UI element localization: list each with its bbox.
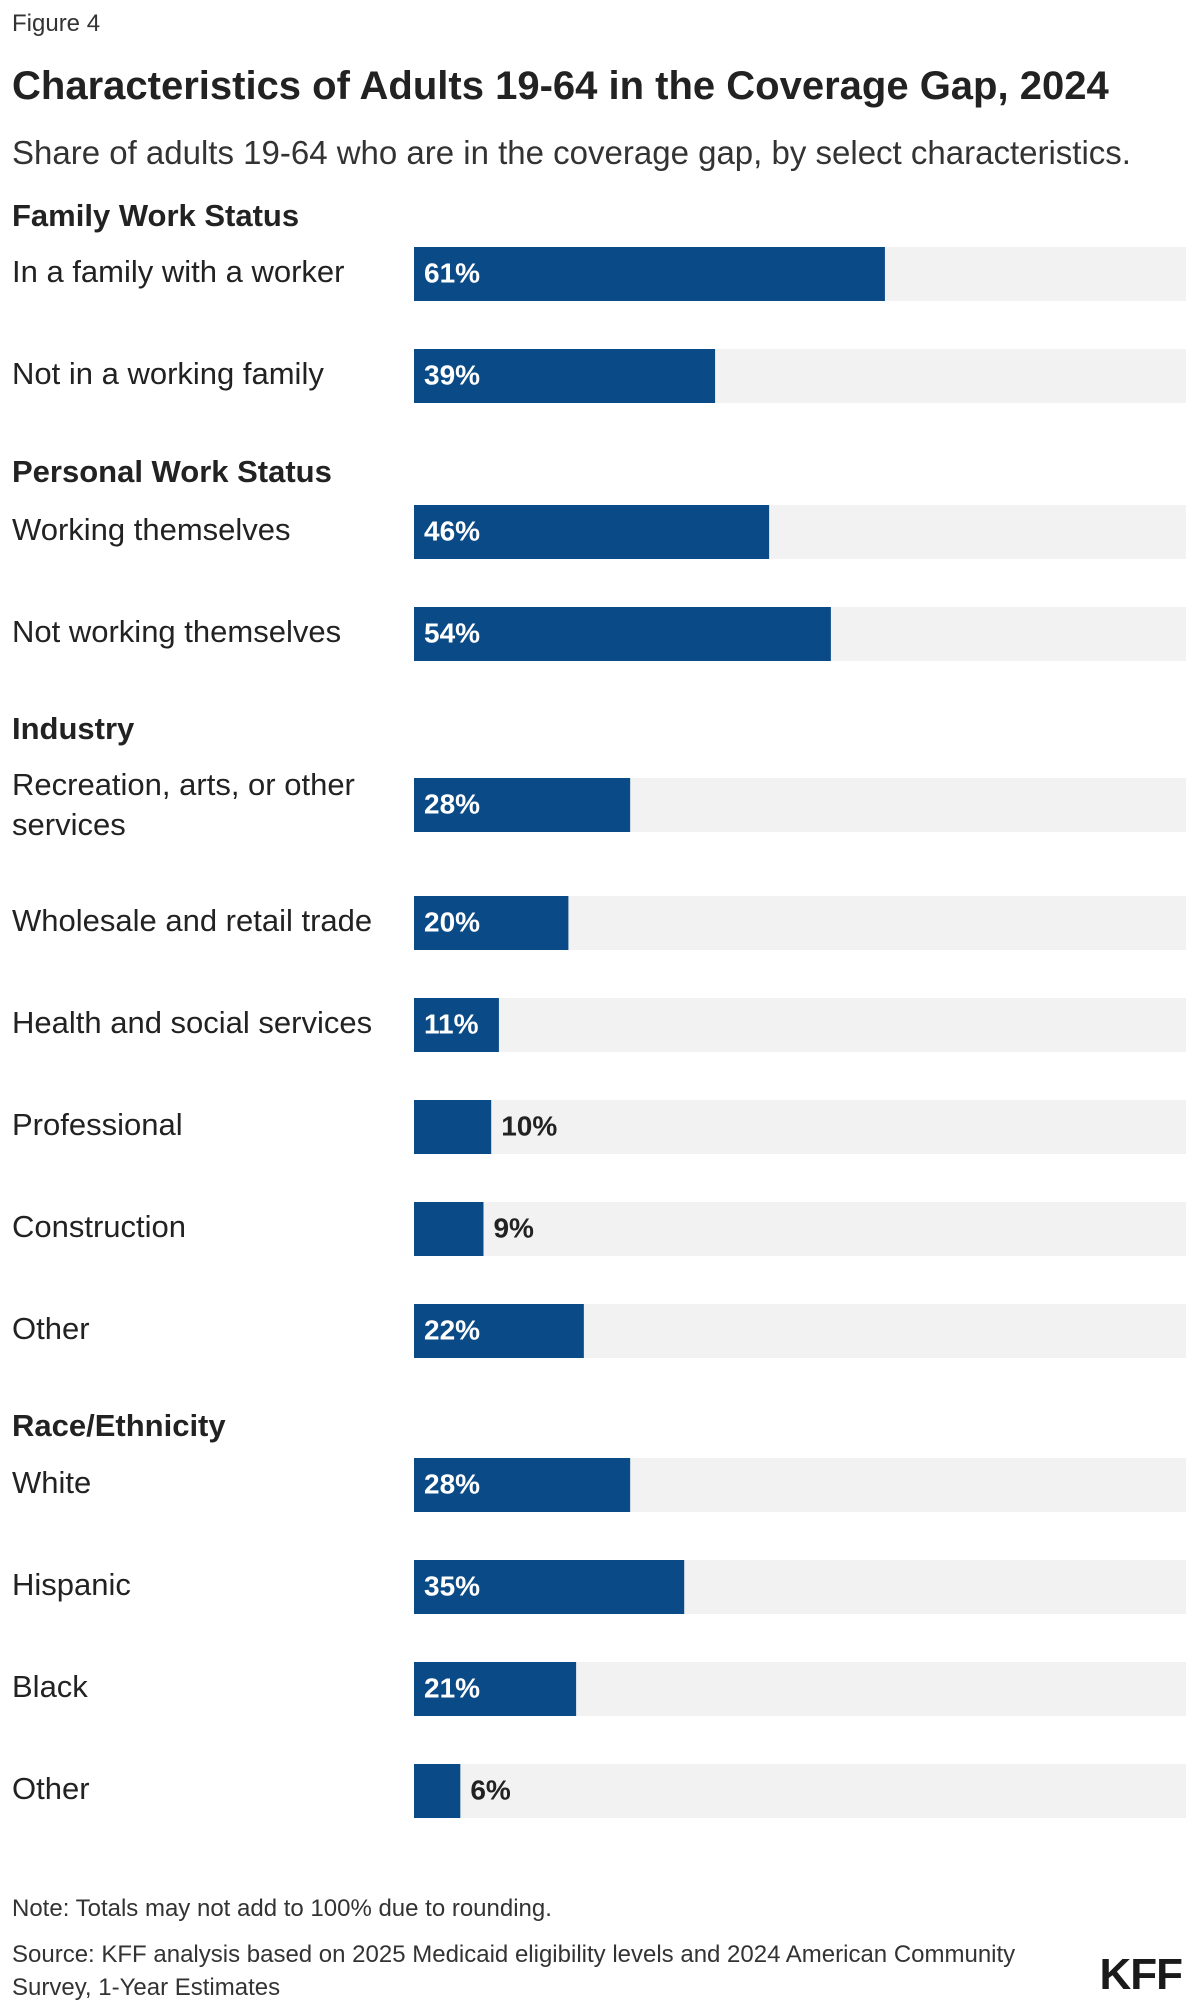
bar xyxy=(414,607,831,661)
bar xyxy=(414,505,770,559)
value-label: 10% xyxy=(501,1110,557,1141)
group-header: Race/Ethnicity xyxy=(12,1408,226,1443)
group-header: Family Work Status xyxy=(12,198,299,233)
bar-track xyxy=(414,1100,1186,1154)
bar xyxy=(414,247,885,301)
value-label: 20% xyxy=(424,906,480,937)
category-label: Construction xyxy=(12,1209,186,1244)
group-header: Industry xyxy=(12,711,135,746)
bar-track xyxy=(414,1202,1186,1256)
chart-subtitle: Share of adults 19-64 who are in the cov… xyxy=(12,134,1131,171)
category-label: White xyxy=(12,1465,91,1500)
category-label: Not in a working family xyxy=(12,356,324,391)
value-label: 61% xyxy=(424,257,480,288)
bar xyxy=(414,1100,492,1154)
category-label: Other xyxy=(12,1771,90,1806)
value-label: 11% xyxy=(424,1008,479,1039)
figure-label: Figure 4 xyxy=(12,10,101,37)
category-label: Professional xyxy=(12,1107,183,1142)
group-header: Personal Work Status xyxy=(12,454,332,489)
bar-track xyxy=(414,1764,1186,1818)
value-label: 28% xyxy=(424,1468,480,1499)
category-label: Black xyxy=(12,1669,88,1704)
bar xyxy=(414,1764,461,1818)
chart-source: Source: KFF analysis based on 2025 Medic… xyxy=(12,1941,1016,2001)
category-label: In a family with a worker xyxy=(12,254,345,289)
value-label: 46% xyxy=(424,515,480,546)
bar-chart: Family Work Status In a family with a wor… xyxy=(12,198,1186,1818)
kff-logo: KFF xyxy=(1099,1950,1183,1999)
chart-title: Characteristics of Adults 19-64 in the C… xyxy=(12,64,1109,108)
category-label: Health and social services xyxy=(12,1005,372,1040)
category-label: Wholesale and retail trade xyxy=(12,903,372,938)
value-label: 22% xyxy=(424,1314,480,1345)
value-label: 6% xyxy=(470,1774,511,1805)
bar xyxy=(414,778,631,832)
bar xyxy=(414,1560,685,1614)
value-label: 28% xyxy=(424,788,480,819)
bar xyxy=(414,998,499,1052)
category-label: Working themselves xyxy=(12,512,291,547)
bar-track xyxy=(414,998,1186,1052)
bar xyxy=(414,1202,484,1256)
value-label: 35% xyxy=(424,1570,480,1601)
value-label: 39% xyxy=(424,359,480,390)
bar xyxy=(414,1304,584,1358)
bar xyxy=(414,349,716,403)
category-label: Other xyxy=(12,1311,90,1346)
value-label: 9% xyxy=(493,1212,534,1243)
bar xyxy=(414,1662,577,1716)
category-label: Recreation, arts, or other services xyxy=(12,767,355,842)
value-label: 21% xyxy=(424,1672,480,1703)
value-label: 54% xyxy=(424,617,480,648)
category-label: Not working themselves xyxy=(12,614,341,649)
chart-note: Note: Totals may not add to 100% due to … xyxy=(12,1895,552,1922)
category-label: Hispanic xyxy=(12,1567,131,1602)
bar xyxy=(414,1458,631,1512)
bar xyxy=(414,896,569,950)
